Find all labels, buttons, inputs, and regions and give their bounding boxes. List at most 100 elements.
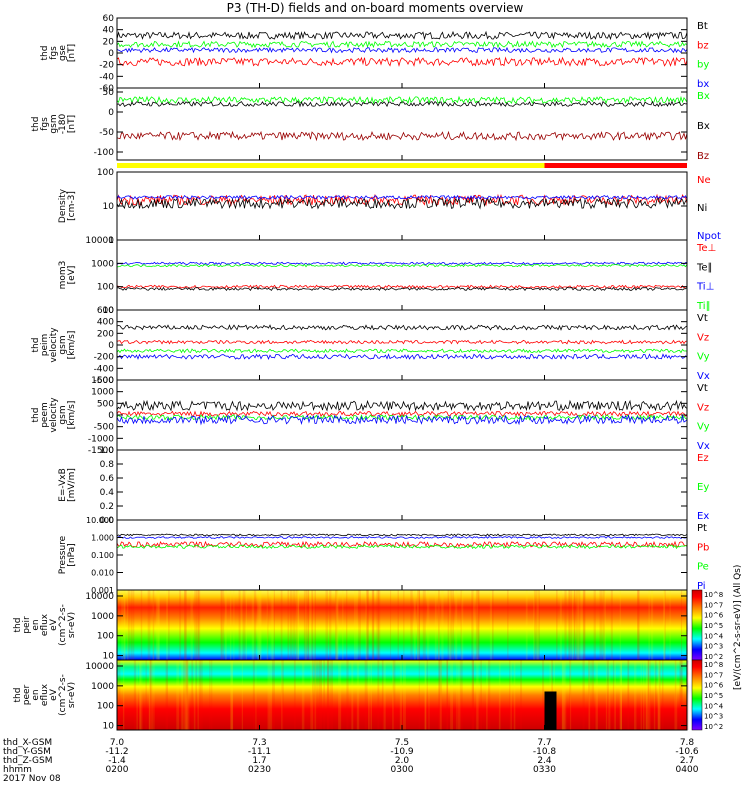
spectrogram-stripe (165, 660, 168, 730)
spectrogram-stripe (588, 660, 591, 730)
x-tick-value: -10.6 (675, 747, 699, 757)
y-tick-label: -40 (99, 72, 114, 82)
y-axis-label: Density (58, 188, 68, 223)
spectrogram-stripe (480, 660, 482, 730)
y-axis-label: [nT] (67, 44, 77, 62)
spectrogram-stripe (314, 660, 317, 730)
spectrogram-stripe (486, 660, 488, 730)
spectrogram-stripe (439, 660, 442, 730)
spectrogram-stripe (402, 660, 406, 730)
spectrogram-stripe (564, 660, 567, 730)
y-axis-label: [cm-3] (67, 191, 77, 221)
colorbar-tick-label: 10^4 (704, 702, 724, 710)
spectrogram-stripe (438, 660, 441, 730)
y-axis-label: gsm (58, 405, 68, 424)
spectrogram-stripe (525, 590, 528, 660)
spectrogram-stripe (123, 590, 126, 660)
x-tick-value: 0330 (533, 765, 556, 775)
y-tick-label: -50 (99, 128, 114, 138)
y-axis-label: eV (49, 618, 59, 631)
spectrogram-stripe (358, 590, 361, 660)
spectrogram-stripe (403, 590, 405, 660)
y-tick-label: 1000 (91, 682, 114, 692)
spectrogram-9 (117, 660, 687, 730)
spectrogram-stripe (326, 660, 330, 730)
spectrogram-stripe (121, 590, 124, 660)
y-axis-label: eflux (40, 613, 50, 636)
spectrogram-stripe (242, 590, 246, 660)
spectrogram-stripe (194, 590, 197, 660)
colorbar-tick-label: 10^7 (704, 671, 723, 679)
spectrogram-stripe (157, 590, 160, 660)
y-axis-label: [km/s] (67, 401, 77, 430)
y-tick-label: 1500 (91, 376, 114, 386)
spectrogram-stripe (126, 590, 129, 660)
spectrogram-stripe (640, 660, 642, 730)
spectrogram-stripe (680, 660, 684, 730)
spectrogram-stripe (346, 660, 349, 730)
y-axis-label: eflux (40, 683, 50, 706)
spectrogram-stripe (240, 590, 243, 660)
spectrogram-stripe (647, 660, 650, 730)
spectrogram-stripe (460, 590, 462, 660)
spectrogram-stripe (576, 590, 580, 660)
x-axis-label: 2017 Nov 08 (3, 774, 61, 784)
spectrogram-stripe (176, 660, 180, 730)
series-line-0-1 (116, 56, 688, 67)
spectrogram-stripe (459, 660, 463, 730)
spectrogram-stripe (149, 660, 152, 730)
y-tick-label: 20 (103, 37, 115, 47)
spectrogram-stripe (253, 590, 257, 660)
spectrogram-stripe (606, 660, 610, 730)
y-tick-label: 100 (97, 632, 114, 642)
spectrogram-stripe (438, 590, 440, 660)
x-tick-value: -11.1 (248, 747, 271, 757)
y-axis-label: gsm (58, 335, 68, 354)
spectrogram-stripe (230, 660, 234, 730)
spectrogram-stripe (184, 590, 187, 660)
y-tick-label: 10 (103, 652, 115, 662)
mode-bar-red (544, 163, 687, 168)
series-line-3-1 (116, 286, 688, 291)
spectrogram-stripe (149, 660, 152, 730)
spectrogram-stripe (446, 660, 448, 730)
spectrogram-stripe (438, 660, 441, 730)
series-line-3-2 (116, 261, 688, 266)
spectrogram-stripe (245, 590, 247, 660)
y-axis-label: peir (22, 616, 32, 634)
legend-entry-Vt: Vt (697, 313, 708, 324)
spectrogram-stripe (150, 660, 153, 730)
colorbar-tick-label: 10^5 (704, 692, 723, 700)
spectrogram-stripe (561, 660, 565, 730)
y-tick-label: 0.010 (91, 569, 114, 578)
spectrogram-stripe (492, 590, 494, 660)
legend-entry-Te∥: Te∥ (696, 262, 713, 273)
spectrogram-stripe (183, 660, 186, 730)
spectrogram-stripe (455, 590, 458, 660)
spectrogram-stripe (376, 590, 380, 660)
legend-entry-by: by (697, 60, 709, 71)
spectrogram-stripe (437, 590, 440, 660)
spectrogram-stripe (628, 660, 630, 730)
spectrogram-stripe (150, 660, 154, 730)
spectrogram-stripe (307, 590, 310, 660)
spectrogram-stripe (312, 590, 314, 660)
y-tick-label: 0 (108, 341, 114, 351)
spectrogram-stripe (578, 590, 581, 660)
spectrogram-stripe (127, 590, 130, 660)
spectrogram-stripe (440, 660, 443, 730)
spectrogram-stripe (152, 590, 154, 660)
spectrogram-stripe (657, 660, 661, 730)
spectrogram-stripe (368, 660, 370, 730)
y-tick-label: 0.100 (91, 551, 114, 560)
legend-entry-Ti∥: Ti∥ (696, 301, 711, 312)
x-tick-value: 7.7 (537, 738, 551, 748)
spectrogram-stripe (168, 590, 170, 660)
spectrogram-stripe (157, 590, 160, 660)
spectrogram-stripe (562, 660, 565, 730)
spectrogram-stripe (136, 660, 138, 730)
spectrogram-stripe (224, 590, 227, 660)
spectrogram-stripe (145, 660, 147, 730)
spectrogram-stripe (301, 660, 305, 730)
x-axis-label: hhmm (3, 765, 32, 775)
